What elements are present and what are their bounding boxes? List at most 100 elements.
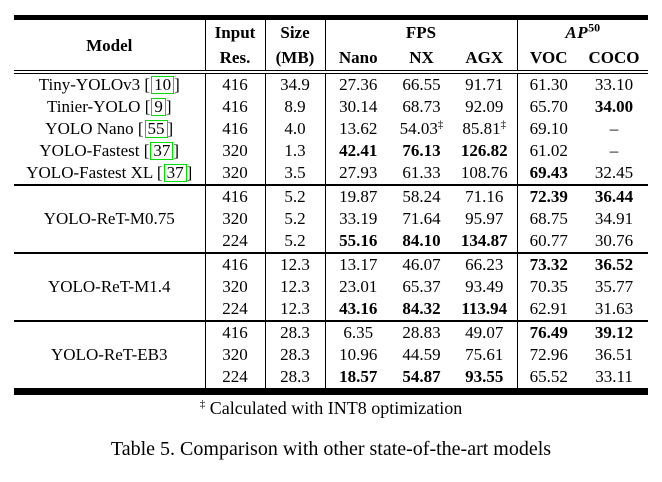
int8-dagger-marker: ‡ xyxy=(500,118,507,131)
table-row: 320 28.3 10.96 44.59 75.61 72.96 36.51 xyxy=(14,344,648,366)
citation-link[interactable]: 9 xyxy=(151,98,166,116)
ap-coco-cell: 33.11 xyxy=(580,366,648,392)
ap-coco-cell-value: 32.45 xyxy=(594,163,634,182)
fps-nx-cell-value: 65.37 xyxy=(402,277,441,296)
size-cell: 12.3 xyxy=(264,252,325,276)
ap-voc-cell-value: 61.30 xyxy=(529,75,568,94)
ap50-superscript: 50 xyxy=(588,20,601,35)
ap-voc-cell: 68.75 xyxy=(516,208,581,230)
fps-nx-cell: 61.33 xyxy=(391,162,452,185)
ap-coco-cell: 33.10 xyxy=(580,72,648,96)
fps-nx-cell: 71.64 xyxy=(391,208,452,230)
fps-nx-cell-value: 76.13 xyxy=(402,141,441,160)
ap-voc-cell: 65.52 xyxy=(516,366,581,392)
table-row: YOLO-ReT-M0.75 416 5.2 19.87 58.24 71.16 72.39… xyxy=(14,184,649,253)
ap-voc-cell-value: 70.35 xyxy=(529,277,568,296)
fps-nano-cell-value: 42.41 xyxy=(339,141,378,160)
table-row: 224 12.3 43.16 84.32 113.94 62.91 31.63 xyxy=(14,298,648,321)
fps-agx-cell: 66.23 xyxy=(452,252,518,276)
model-cell: YOLO Nano [55] xyxy=(45,119,174,138)
table-row: Tiny-YOLOv3 [10] 416 34.9 27.36 66.55 91.71 61… xyxy=(14,72,648,96)
col-header-size-line2: (MB) xyxy=(275,48,315,67)
fps-nx-cell: 66.55 xyxy=(391,72,452,96)
table-footnote: ‡ Calculated with INT8 optimization xyxy=(14,398,648,419)
fps-agx-cell: 95.97 xyxy=(452,208,517,230)
table-row: YOLO-ReT-EB3 416 28.3 6.35 28.83 49.07 76.49 39… xyxy=(14,320,649,392)
ap-coco-cell-value: 39.12 xyxy=(594,323,634,342)
model-cell: YOLO-ReT-EB3 xyxy=(14,320,205,392)
col-header-size-line1: Size xyxy=(280,23,310,42)
ap-voc-cell-value: 61.02 xyxy=(529,141,568,160)
fps-agx-cell: 71.16 xyxy=(452,184,518,208)
ap-voc-cell-value: 68.75 xyxy=(529,209,568,228)
ap-coco-cell: 39.12 xyxy=(580,320,649,344)
fps-nano-cell-value: 10.96 xyxy=(339,345,378,364)
fps-agx-cell-value: 91.71 xyxy=(465,75,504,94)
table-row: 224 28.3 18.57 54.87 93.55 65.52 33.11 xyxy=(14,366,648,392)
input-res-cell: 320 xyxy=(204,344,265,366)
fps-nx-cell: 44.59 xyxy=(391,344,452,366)
fps-agx-cell-value: 113.94 xyxy=(461,299,508,318)
table-row: 320 12.3 23.01 65.37 93.49 70.35 35.77 xyxy=(14,276,648,298)
col-header-nano: Nano xyxy=(324,45,391,74)
citation-link[interactable]: 10 xyxy=(151,76,175,94)
ap-coco-cell: – xyxy=(580,140,648,162)
ap-voc-cell-value: 60.77 xyxy=(529,231,568,250)
citation-link[interactable]: 37 xyxy=(163,164,187,182)
ap50-label: AP xyxy=(565,23,589,42)
col-header-input-res-line1: Input xyxy=(214,23,256,42)
size-cell: 5.2 xyxy=(264,184,325,208)
table-row: YOLO-ReT-M1.4 416 12.3 13.17 46.07 66.23 73.32… xyxy=(14,252,649,321)
fps-nx-cell-value: 44.59 xyxy=(402,345,441,364)
ap-coco-cell: – xyxy=(580,118,648,140)
fps-nx-cell: 84.10 xyxy=(391,230,452,253)
ap-coco-cell-value: 30.76 xyxy=(594,231,634,250)
size-cell: 12.3 xyxy=(264,276,325,298)
size-cell: 5.2 xyxy=(264,230,325,253)
ap-coco-cell: 35.77 xyxy=(580,276,648,298)
fps-nano-cell-value: 33.19 xyxy=(339,209,378,228)
fps-nano-cell: 19.87 xyxy=(324,184,391,208)
ap-voc-cell-value: 65.52 xyxy=(529,367,568,386)
fps-nano-cell-value: 55.16 xyxy=(339,231,378,250)
input-res-cell: 320 xyxy=(204,162,265,185)
ap-coco-cell: 36.52 xyxy=(580,252,649,276)
fps-agx-cell-value: 134.87 xyxy=(460,231,508,250)
fps-nano-cell: 27.36 xyxy=(324,72,391,96)
col-header-coco: COCO xyxy=(580,45,649,74)
ap-voc-cell: 76.49 xyxy=(516,320,581,344)
fps-agx-cell: 93.55 xyxy=(452,366,517,392)
table-row: YOLO Nano [55] 416 4.0 13.62 54.03‡ 85.81‡ 69.… xyxy=(14,118,648,140)
fps-nx-cell: 54.87 xyxy=(391,366,452,392)
model-cell: Tiny-YOLOv3 [10] xyxy=(38,75,180,94)
fps-nx-cell: 76.13 xyxy=(391,140,452,162)
ap-voc-cell: 60.77 xyxy=(516,230,581,253)
fps-agx-cell-value: 71.16 xyxy=(465,187,504,206)
ap-coco-cell-value: 31.63 xyxy=(594,299,634,318)
size-cell: 34.9 xyxy=(264,72,325,96)
input-res-cell: 224 xyxy=(204,298,265,321)
fps-agx-cell: 93.49 xyxy=(452,276,517,298)
ap-voc-cell-value: 72.39 xyxy=(529,187,568,206)
ap-voc-cell: 61.30 xyxy=(516,72,581,96)
fps-nano-cell: 13.62 xyxy=(324,118,391,140)
ap-coco-cell-value: – xyxy=(609,119,619,138)
ap-voc-cell: 65.70 xyxy=(516,96,581,118)
size-cell: 28.3 xyxy=(264,344,325,366)
fps-nx-cell-value: 66.55 xyxy=(402,75,441,94)
fps-agx-cell: 85.81‡ xyxy=(452,118,517,140)
fps-nano-cell: 18.57 xyxy=(324,366,391,392)
ap-voc-cell-value: 65.70 xyxy=(529,97,568,116)
fps-nano-cell-value: 23.01 xyxy=(339,277,378,296)
fps-nx-cell-value: 54.03 xyxy=(399,119,438,138)
citation-link[interactable]: 55 xyxy=(144,120,168,138)
fps-nx-cell-value: 58.24 xyxy=(402,187,441,206)
citation-link[interactable]: 37 xyxy=(150,142,174,160)
fps-nx-cell: 28.83 xyxy=(391,320,452,344)
ap-voc-cell-value: 69.43 xyxy=(529,163,568,182)
fps-nano-cell: 27.93 xyxy=(324,162,391,185)
fps-agx-cell: 75.61 xyxy=(452,344,517,366)
fps-agx-cell-value: 93.49 xyxy=(465,277,504,296)
comparison-table: Model Input Res. Size (MB) FPS AP50 xyxy=(14,15,649,395)
